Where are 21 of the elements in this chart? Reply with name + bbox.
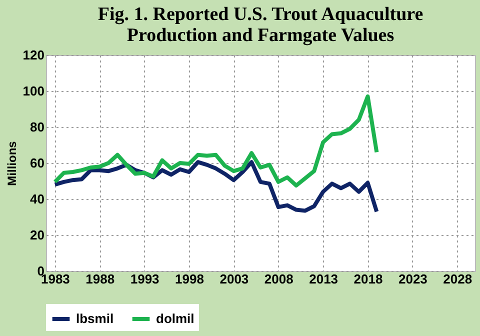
legend-label: dolmil [156, 311, 194, 326]
line-series [52, 160, 379, 214]
x-tick-label: 1993 [130, 272, 160, 286]
x-tick-label: 2003 [220, 272, 249, 286]
y-tick-label: 60 [30, 156, 44, 170]
x-tick-label: 2018 [354, 272, 383, 286]
line-series [52, 94, 379, 188]
x-tick-label: 2023 [398, 272, 428, 286]
y-tick-label: 120 [22, 48, 44, 62]
x-tick-label: 2013 [309, 272, 338, 286]
x-tick-label: 2008 [264, 272, 294, 286]
y-tick-label: 80 [30, 120, 44, 134]
legend-label: lbsmil [76, 311, 114, 326]
y-tick-label: 20 [30, 228, 44, 242]
y-tick-label: 100 [22, 84, 44, 98]
chart-title: Fig. 1. Reported U.S. Trout Aquaculture Production and Farmgate Values [98, 4, 424, 46]
y-axis-title: Millions [4, 140, 19, 186]
y-tick-label: 40 [30, 192, 44, 206]
x-tick-label: 2028 [443, 272, 472, 286]
x-tick-label: 1988 [86, 272, 115, 286]
x-tick-label: 1998 [175, 272, 204, 286]
